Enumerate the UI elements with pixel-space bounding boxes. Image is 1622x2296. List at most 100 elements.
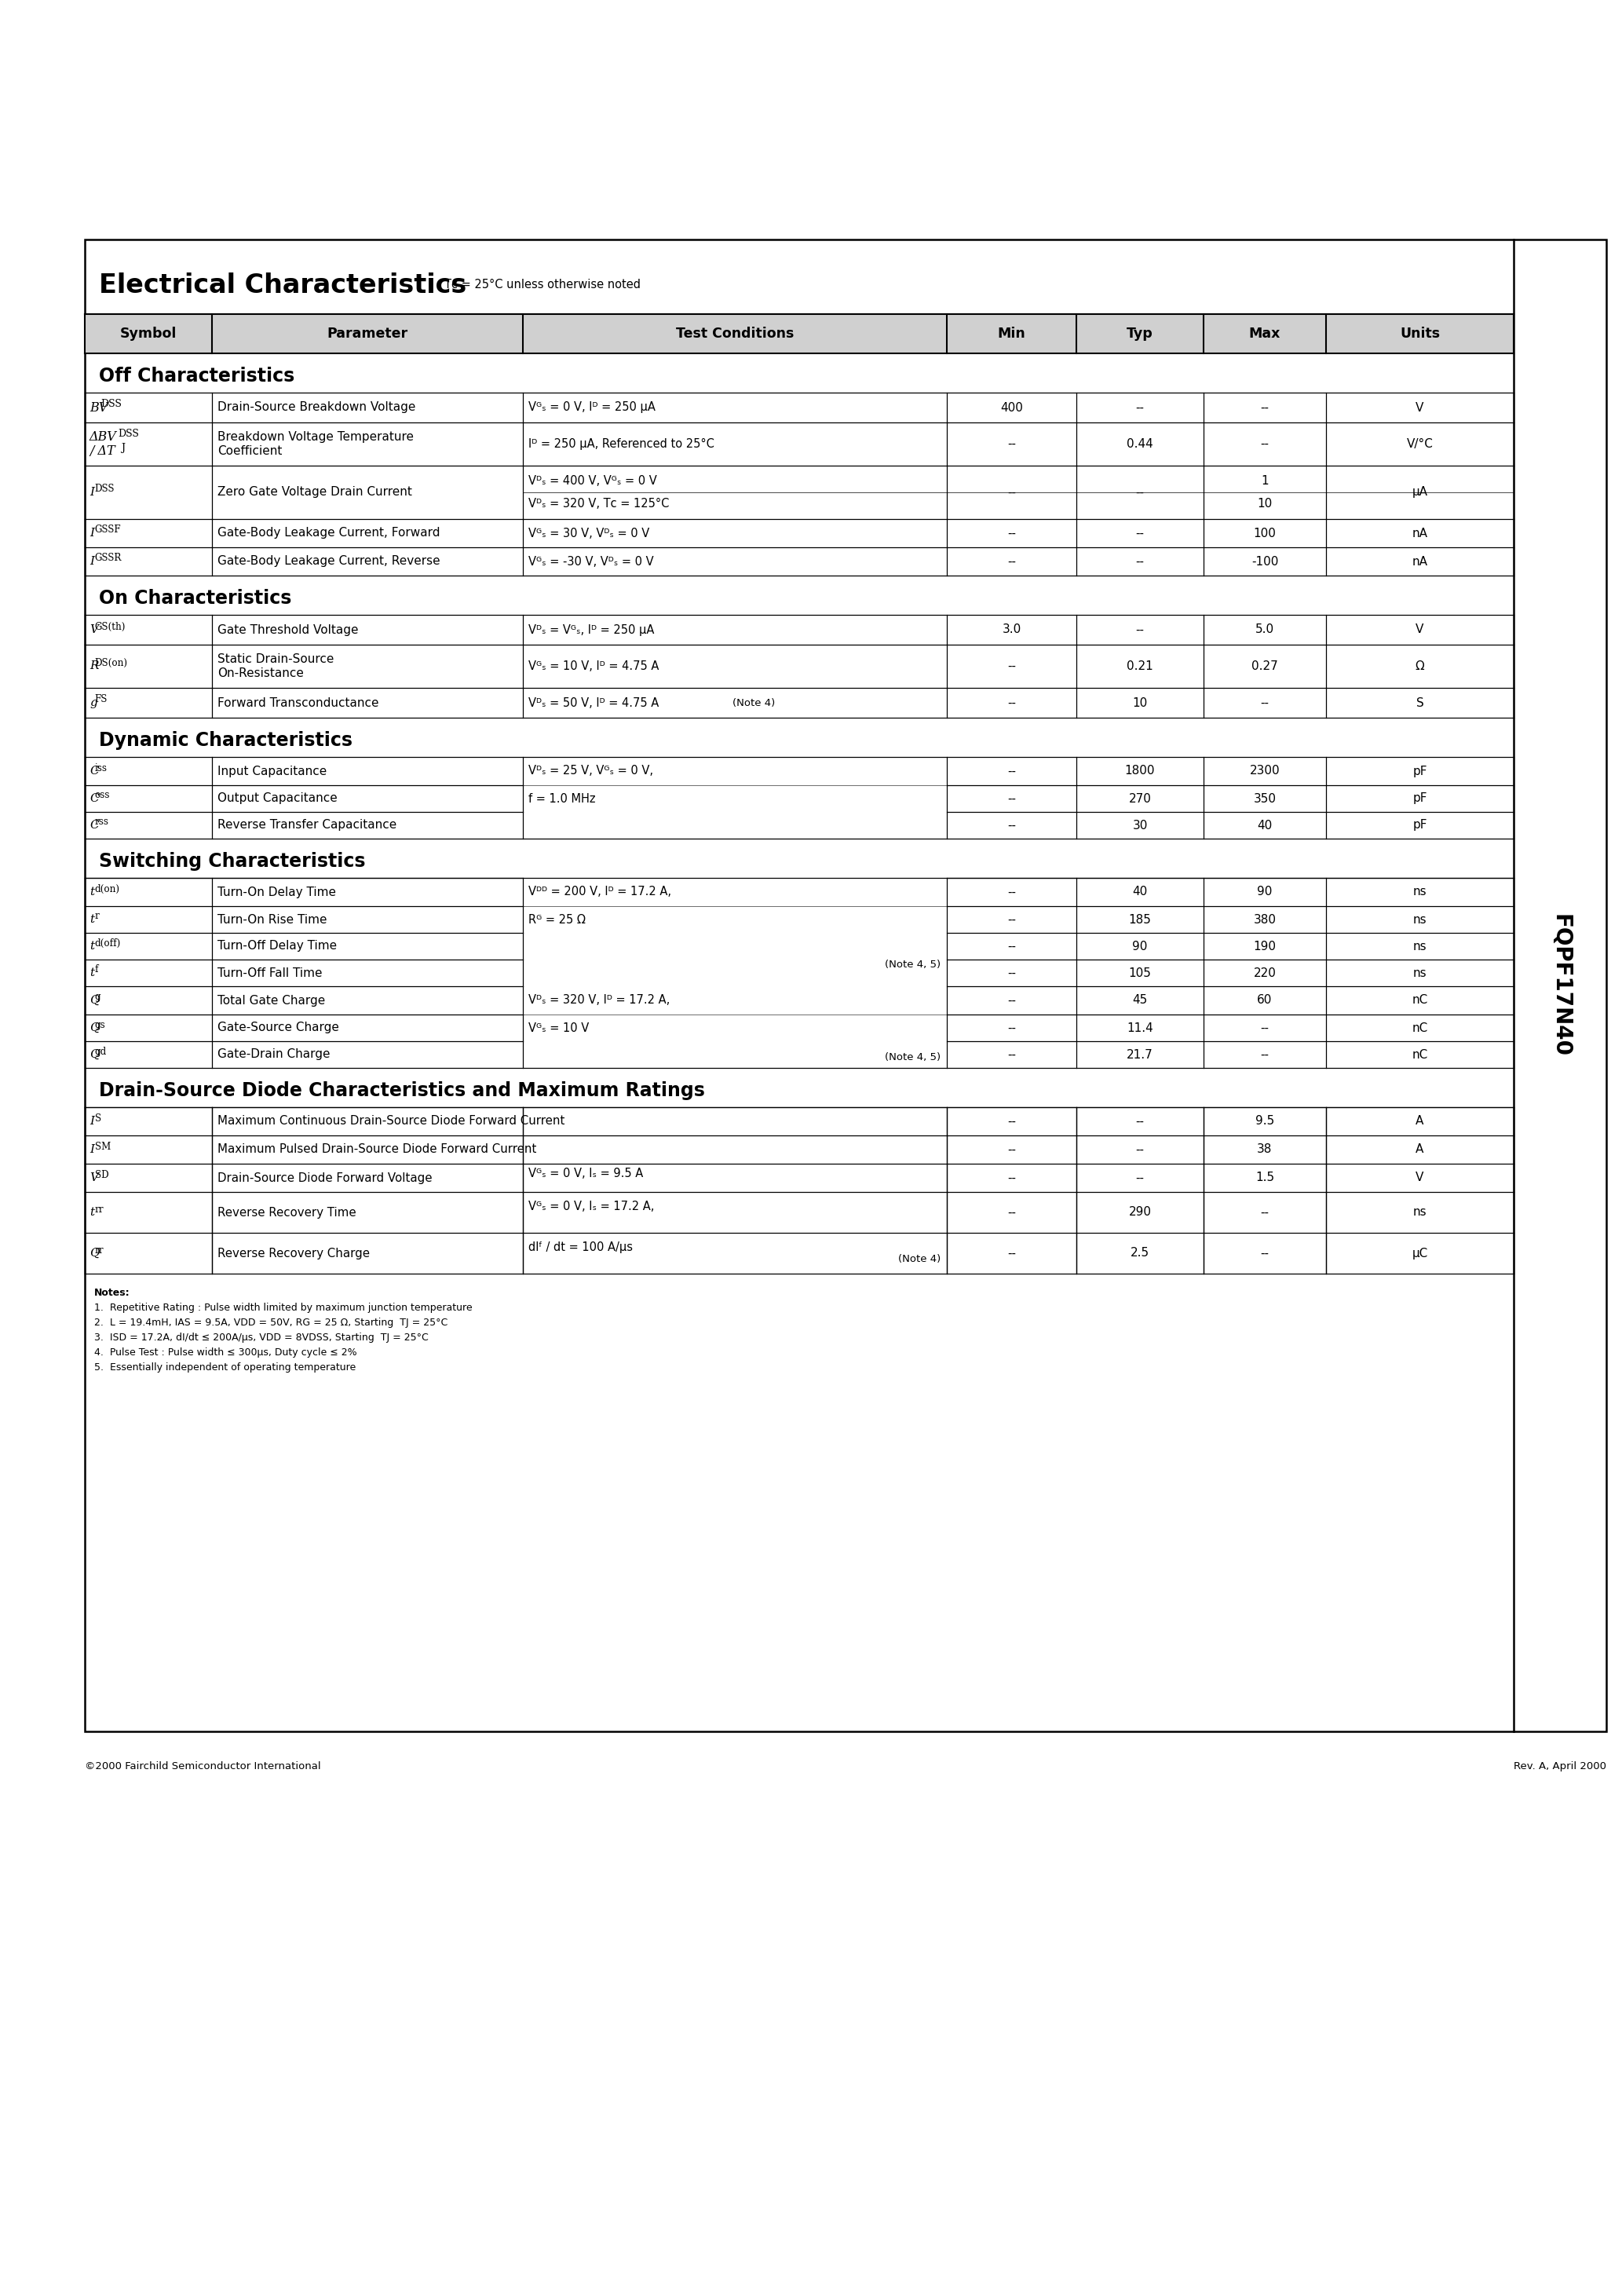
Text: Dynamic Characteristics: Dynamic Characteristics bbox=[99, 730, 352, 751]
Text: 1: 1 bbox=[1260, 475, 1268, 487]
Text: Notes:: Notes: bbox=[94, 1288, 130, 1297]
Text: Gate-Source Charge: Gate-Source Charge bbox=[217, 1022, 339, 1033]
Text: --: -- bbox=[1007, 1022, 1015, 1033]
Text: Reverse Recovery Charge: Reverse Recovery Charge bbox=[217, 1247, 370, 1258]
Text: --: -- bbox=[1135, 556, 1144, 567]
Text: --: -- bbox=[1007, 967, 1015, 978]
Text: DSS: DSS bbox=[101, 400, 122, 409]
Text: Turn-On Delay Time: Turn-On Delay Time bbox=[217, 886, 336, 898]
Text: Total Gate Charge: Total Gate Charge bbox=[217, 994, 326, 1006]
Text: g: g bbox=[94, 992, 101, 1003]
Text: ns: ns bbox=[1413, 967, 1427, 978]
Text: Static Drain-Source: Static Drain-Source bbox=[217, 652, 334, 666]
Text: Iᴰ = 250 μA, Referenced to 25°C: Iᴰ = 250 μA, Referenced to 25°C bbox=[529, 439, 714, 450]
Text: Coefficient: Coefficient bbox=[217, 445, 282, 457]
Text: 220: 220 bbox=[1254, 967, 1277, 978]
Text: 30: 30 bbox=[1132, 820, 1147, 831]
Text: 0.44: 0.44 bbox=[1127, 439, 1153, 450]
Text: Typ: Typ bbox=[1127, 326, 1153, 340]
Text: Gate Threshold Voltage: Gate Threshold Voltage bbox=[217, 625, 358, 636]
Text: t: t bbox=[89, 1208, 94, 1217]
Text: pF: pF bbox=[1413, 820, 1427, 831]
Text: 380: 380 bbox=[1254, 914, 1277, 925]
Text: On Characteristics: On Characteristics bbox=[99, 588, 292, 608]
Text: Vᴰₛ = 400 V, Vᴳₛ = 0 V: Vᴰₛ = 400 V, Vᴳₛ = 0 V bbox=[529, 475, 657, 487]
Text: 45: 45 bbox=[1132, 994, 1147, 1006]
Text: 9.5: 9.5 bbox=[1255, 1116, 1275, 1127]
Text: Vᴳₛ = 0 V, Iₛ = 17.2 A,: Vᴳₛ = 0 V, Iₛ = 17.2 A, bbox=[529, 1201, 654, 1212]
Text: oss: oss bbox=[94, 790, 110, 801]
Text: --: -- bbox=[1260, 1049, 1268, 1061]
Text: (Note 4, 5): (Note 4, 5) bbox=[884, 960, 941, 969]
Text: On-Resistance: On-Resistance bbox=[217, 668, 303, 680]
Text: Q: Q bbox=[89, 1022, 99, 1033]
Text: S: S bbox=[94, 1114, 101, 1123]
Text: μA: μA bbox=[1413, 487, 1427, 498]
Text: DSS: DSS bbox=[118, 429, 139, 439]
Text: Gate-Body Leakage Current, Reverse: Gate-Body Leakage Current, Reverse bbox=[217, 556, 440, 567]
Text: I: I bbox=[89, 1116, 94, 1127]
Text: pF: pF bbox=[1413, 765, 1427, 776]
Text: Vᴳₛ = 10 V: Vᴳₛ = 10 V bbox=[529, 1022, 589, 1033]
Text: t: t bbox=[89, 914, 94, 925]
Text: 0.21: 0.21 bbox=[1127, 661, 1153, 673]
Text: (Note 4): (Note 4) bbox=[733, 698, 775, 707]
Text: C: C bbox=[89, 820, 99, 831]
Text: -100: -100 bbox=[1251, 556, 1278, 567]
Text: --: -- bbox=[1007, 914, 1015, 925]
Text: Vᴰₛ = 25 V, Vᴳₛ = 0 V,: Vᴰₛ = 25 V, Vᴳₛ = 0 V, bbox=[529, 765, 654, 776]
Text: FQPF17N40: FQPF17N40 bbox=[1549, 914, 1572, 1056]
Text: f = 1.0 MHz: f = 1.0 MHz bbox=[529, 792, 595, 804]
Text: rr: rr bbox=[94, 1244, 104, 1256]
Text: gs: gs bbox=[94, 1019, 105, 1031]
Text: 40: 40 bbox=[1132, 886, 1147, 898]
Text: --: -- bbox=[1260, 1022, 1268, 1033]
Text: 350: 350 bbox=[1254, 792, 1277, 804]
Text: 40: 40 bbox=[1257, 820, 1272, 831]
Text: Vᴰᴰ = 200 V, Iᴰ = 17.2 A,: Vᴰᴰ = 200 V, Iᴰ = 17.2 A, bbox=[529, 886, 672, 898]
Text: A: A bbox=[1416, 1143, 1424, 1155]
Text: DSS: DSS bbox=[94, 484, 115, 494]
Text: 100: 100 bbox=[1254, 528, 1277, 540]
Text: r: r bbox=[94, 912, 99, 921]
Text: Turn-On Rise Time: Turn-On Rise Time bbox=[217, 914, 328, 925]
Text: μC: μC bbox=[1411, 1247, 1427, 1258]
Text: Vᴰₛ = 320 V, Iᴰ = 17.2 A,: Vᴰₛ = 320 V, Iᴰ = 17.2 A, bbox=[529, 994, 670, 1006]
Text: ns: ns bbox=[1413, 941, 1427, 953]
Text: V: V bbox=[89, 625, 99, 636]
Text: V: V bbox=[1416, 1171, 1424, 1185]
Text: --: -- bbox=[1135, 1171, 1144, 1185]
Text: --: -- bbox=[1260, 698, 1268, 709]
Text: nA: nA bbox=[1413, 556, 1427, 567]
Text: dIᶠ / dt = 100 A/μs: dIᶠ / dt = 100 A/μs bbox=[529, 1242, 633, 1254]
Text: --: -- bbox=[1007, 1143, 1015, 1155]
Text: I: I bbox=[89, 1143, 94, 1155]
Text: 105: 105 bbox=[1129, 967, 1152, 978]
Text: 190: 190 bbox=[1254, 941, 1277, 953]
Text: I: I bbox=[89, 487, 94, 498]
Text: 2300: 2300 bbox=[1249, 765, 1280, 776]
Text: pF: pF bbox=[1413, 792, 1427, 804]
Text: --: -- bbox=[1135, 487, 1144, 498]
Text: --: -- bbox=[1135, 528, 1144, 540]
Text: Vᴳₛ = 10 V, Iᴰ = 4.75 A: Vᴳₛ = 10 V, Iᴰ = 4.75 A bbox=[529, 661, 659, 673]
Text: 21.7: 21.7 bbox=[1127, 1049, 1153, 1061]
Text: ©2000 Fairchild Semiconductor International: ©2000 Fairchild Semiconductor Internatio… bbox=[84, 1761, 321, 1773]
Text: Vᴰₛ = 320 V, Tᴄ = 125°C: Vᴰₛ = 320 V, Tᴄ = 125°C bbox=[529, 498, 670, 510]
Text: C: C bbox=[89, 792, 99, 804]
Text: --: -- bbox=[1007, 661, 1015, 673]
Text: --: -- bbox=[1135, 1116, 1144, 1127]
Text: nC: nC bbox=[1411, 1022, 1427, 1033]
Text: Drain-Source Diode Forward Voltage: Drain-Source Diode Forward Voltage bbox=[217, 1171, 431, 1185]
Text: Test Conditions: Test Conditions bbox=[676, 326, 793, 340]
Text: 4.  Pulse Test : Pulse width ≤ 300μs, Duty cycle ≤ 2%: 4. Pulse Test : Pulse width ≤ 300μs, Dut… bbox=[94, 1348, 357, 1357]
Text: --: -- bbox=[1007, 820, 1015, 831]
Text: SD: SD bbox=[94, 1169, 109, 1180]
Text: / ΔT: / ΔT bbox=[89, 445, 115, 459]
Text: --: -- bbox=[1135, 402, 1144, 413]
Text: Drain-Source Diode Characteristics and Maximum Ratings: Drain-Source Diode Characteristics and M… bbox=[99, 1081, 706, 1100]
Text: 5.  Essentially independent of operating temperature: 5. Essentially independent of operating … bbox=[94, 1362, 355, 1373]
Text: Parameter: Parameter bbox=[328, 326, 407, 340]
Text: --: -- bbox=[1007, 1116, 1015, 1127]
Text: Forward Transconductance: Forward Transconductance bbox=[217, 698, 380, 709]
